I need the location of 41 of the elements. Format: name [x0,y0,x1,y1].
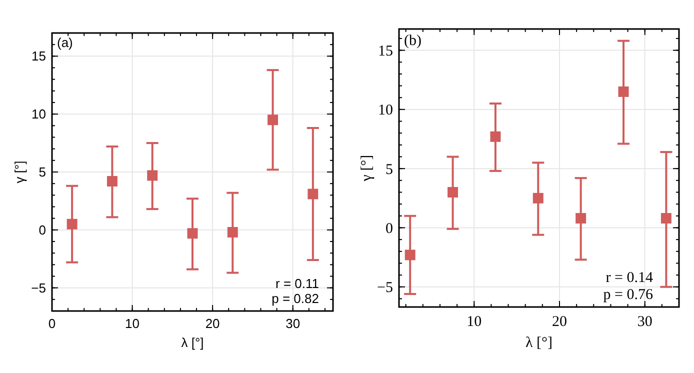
y-axis-title: γ [°] [12,160,27,184]
x-tick-label: 30 [637,314,652,330]
y-tick-label: 0 [38,222,46,238]
annotation: p = 0.82 [272,291,319,306]
point [532,192,544,204]
y-tick-label: 5 [38,164,46,180]
x-axis-title: λ [°] [525,335,553,351]
point [660,213,672,224]
x-tick-label: 10 [466,314,482,330]
y-tick-label: 10 [378,102,393,119]
point [66,218,78,230]
x-axis-title: λ [°] [181,335,204,350]
point [448,187,458,198]
y-tick-label: −5 [377,280,393,296]
point [618,86,629,97]
y-tick-label: 10 [32,106,46,122]
y-tick-label: 0 [386,220,393,237]
point [106,176,118,187]
point [268,114,278,126]
x-tick-label: 20 [205,316,220,331]
point [227,226,238,238]
x-tick-label: 30 [286,316,300,331]
annotation: (b) [404,33,422,49]
point [187,228,198,239]
annotation: (a) [57,35,73,50]
y-tick-label: 15 [32,48,46,64]
y-tick-label: 15 [378,44,393,60]
y-tick-label: −5 [31,280,46,296]
x-tick-label: 20 [552,314,567,330]
point [490,131,501,142]
annotation: p = 0.76 [603,287,654,303]
annotation: r = 0.11 [276,276,319,291]
point [147,170,158,181]
point [404,250,416,260]
point [576,213,586,224]
y-axis-title: γ [°] [359,154,375,182]
y-tick-label: 5 [386,162,393,178]
x-tick-label: 0 [48,316,56,331]
x-tick-label: 10 [125,316,140,331]
point [308,188,318,200]
annotation: r = 0.14 [606,270,654,286]
